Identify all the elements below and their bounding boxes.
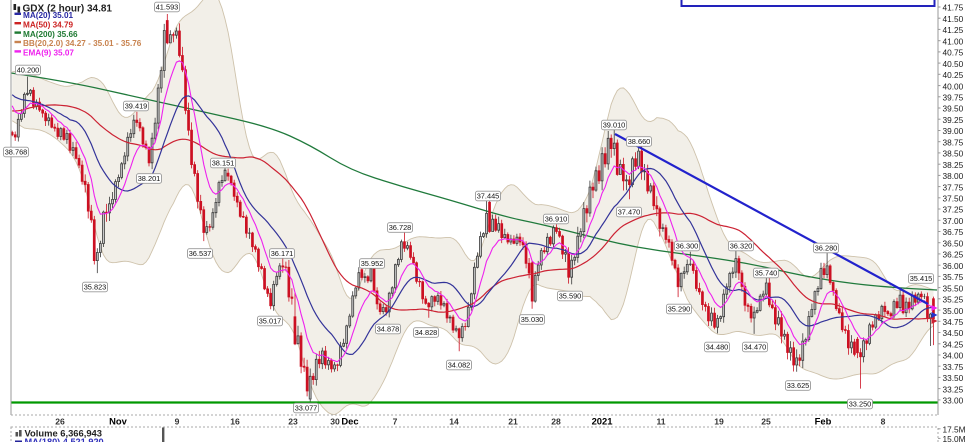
svg-text:34.50: 34.50 — [943, 328, 964, 338]
svg-text:30: 30 — [330, 416, 340, 426]
svg-text:26: 26 — [55, 416, 65, 426]
svg-text:40.200: 40.200 — [17, 66, 40, 75]
svg-text:15.0M: 15.0M — [943, 434, 966, 442]
svg-text:35.75: 35.75 — [943, 272, 964, 282]
svg-text:34.75: 34.75 — [943, 317, 964, 327]
svg-text:38.201: 38.201 — [138, 174, 161, 183]
svg-text:37.00: 37.00 — [943, 216, 964, 226]
svg-text:41.593: 41.593 — [156, 3, 179, 12]
svg-text:35.415: 35.415 — [910, 274, 933, 283]
svg-text:36.537: 36.537 — [189, 249, 212, 258]
svg-text:39.25: 39.25 — [943, 115, 964, 125]
svg-text:40.00: 40.00 — [943, 81, 964, 91]
svg-text:33.250: 33.250 — [849, 400, 872, 409]
svg-text:35.25: 35.25 — [943, 295, 964, 305]
svg-text:36.25: 36.25 — [943, 250, 964, 260]
svg-text:35.952: 35.952 — [361, 259, 384, 268]
svg-text:BB(20,2.0) 34.27 - 35.01 - 35.: BB(20,2.0) 34.27 - 35.01 - 35.76 — [23, 39, 142, 48]
svg-text:35.00: 35.00 — [943, 306, 964, 316]
svg-text:34.00: 34.00 — [943, 351, 964, 361]
svg-text:38.660: 38.660 — [628, 137, 651, 146]
svg-text:16: 16 — [230, 416, 240, 426]
svg-text:9: 9 — [175, 416, 180, 426]
svg-text:35.290: 35.290 — [668, 305, 691, 314]
svg-text:23: 23 — [288, 416, 298, 426]
svg-text:34.480: 34.480 — [706, 343, 729, 352]
svg-text:17.5M: 17.5M — [943, 424, 966, 434]
svg-text:37.470: 37.470 — [618, 208, 641, 217]
svg-text:EMA(9) 35.07: EMA(9) 35.07 — [23, 49, 74, 58]
svg-text:38.768: 38.768 — [5, 148, 28, 157]
svg-text:40.75: 40.75 — [943, 48, 964, 58]
svg-text:Feb: Feb — [815, 415, 832, 426]
svg-text:34.082: 34.082 — [448, 361, 471, 370]
svg-text:35.017: 35.017 — [259, 317, 282, 326]
svg-text:37.25: 37.25 — [943, 205, 964, 215]
svg-text:39.010: 39.010 — [603, 121, 626, 130]
svg-text:35.50: 35.50 — [943, 283, 964, 293]
svg-text:19: 19 — [714, 416, 724, 426]
svg-text:2021: 2021 — [592, 415, 613, 426]
svg-text:Nov: Nov — [109, 415, 127, 426]
svg-text:8: 8 — [881, 416, 886, 426]
svg-text:41.00: 41.00 — [943, 36, 964, 46]
svg-text:Volume 6,366,943: Volume 6,366,943 — [25, 428, 102, 439]
svg-text:40.25: 40.25 — [943, 70, 964, 80]
svg-text:40.50: 40.50 — [943, 59, 964, 69]
svg-text:34.470: 34.470 — [744, 343, 767, 352]
svg-text:38.50: 38.50 — [943, 149, 964, 159]
svg-text:33.75: 33.75 — [943, 362, 964, 372]
svg-text:33.50: 33.50 — [943, 373, 964, 383]
svg-text:Dec: Dec — [341, 415, 358, 426]
svg-text:36.300: 36.300 — [676, 242, 699, 251]
svg-text:39.50: 39.50 — [943, 104, 964, 114]
svg-text:36.171: 36.171 — [271, 249, 294, 258]
svg-text:41.25: 41.25 — [943, 25, 964, 35]
svg-text:11: 11 — [656, 416, 665, 426]
svg-text:MA(20) 35.01: MA(20) 35.01 — [23, 11, 74, 20]
svg-text:34.828: 34.828 — [415, 328, 438, 337]
svg-text:MA(50) 34.79: MA(50) 34.79 — [23, 20, 74, 29]
svg-text:39.00: 39.00 — [943, 126, 964, 136]
svg-text:36.728: 36.728 — [389, 223, 412, 232]
svg-text:41.50: 41.50 — [943, 14, 964, 24]
svg-text:38.151: 38.151 — [212, 159, 235, 168]
svg-text:MA(200) 35.66: MA(200) 35.66 — [23, 30, 78, 39]
svg-text:39.419: 39.419 — [125, 102, 148, 111]
svg-text:38.00: 38.00 — [943, 171, 964, 181]
svg-text:41.75: 41.75 — [943, 3, 964, 13]
svg-text:36.910: 36.910 — [545, 215, 568, 224]
svg-text:36.50: 36.50 — [943, 238, 964, 248]
svg-text:36.320: 36.320 — [730, 242, 753, 251]
svg-text:33.00: 33.00 — [943, 396, 964, 406]
svg-text:36.75: 36.75 — [943, 227, 964, 237]
svg-text:35.823: 35.823 — [84, 283, 107, 292]
svg-text:33.625: 33.625 — [787, 381, 810, 390]
svg-text:36.00: 36.00 — [943, 261, 964, 271]
svg-text:37.75: 37.75 — [943, 182, 964, 192]
svg-text:39.75: 39.75 — [943, 93, 964, 103]
svg-text:35.740: 35.740 — [755, 269, 778, 278]
svg-text:33.25: 33.25 — [943, 384, 964, 394]
svg-text:14: 14 — [449, 416, 459, 426]
svg-text:35.590: 35.590 — [559, 292, 582, 301]
svg-text:MA(180) 4,521,920: MA(180) 4,521,920 — [25, 437, 104, 442]
svg-text:7: 7 — [393, 416, 398, 426]
svg-text:33.077: 33.077 — [295, 404, 318, 413]
svg-text:34.25: 34.25 — [943, 339, 964, 349]
svg-text:25: 25 — [761, 416, 771, 426]
svg-text:38.25: 38.25 — [943, 160, 964, 170]
svg-text:36.280: 36.280 — [815, 244, 838, 253]
svg-text:35.030: 35.030 — [521, 315, 544, 324]
svg-text:21: 21 — [508, 416, 518, 426]
svg-text:GDX (2 hour) 34.81: GDX (2 hour) 34.81 — [23, 4, 113, 15]
svg-text:38.75: 38.75 — [943, 137, 964, 147]
svg-text:28: 28 — [551, 416, 561, 426]
svg-text:37.50: 37.50 — [943, 194, 964, 204]
svg-text:37.445: 37.445 — [477, 192, 500, 201]
svg-text:34.878: 34.878 — [377, 325, 400, 334]
